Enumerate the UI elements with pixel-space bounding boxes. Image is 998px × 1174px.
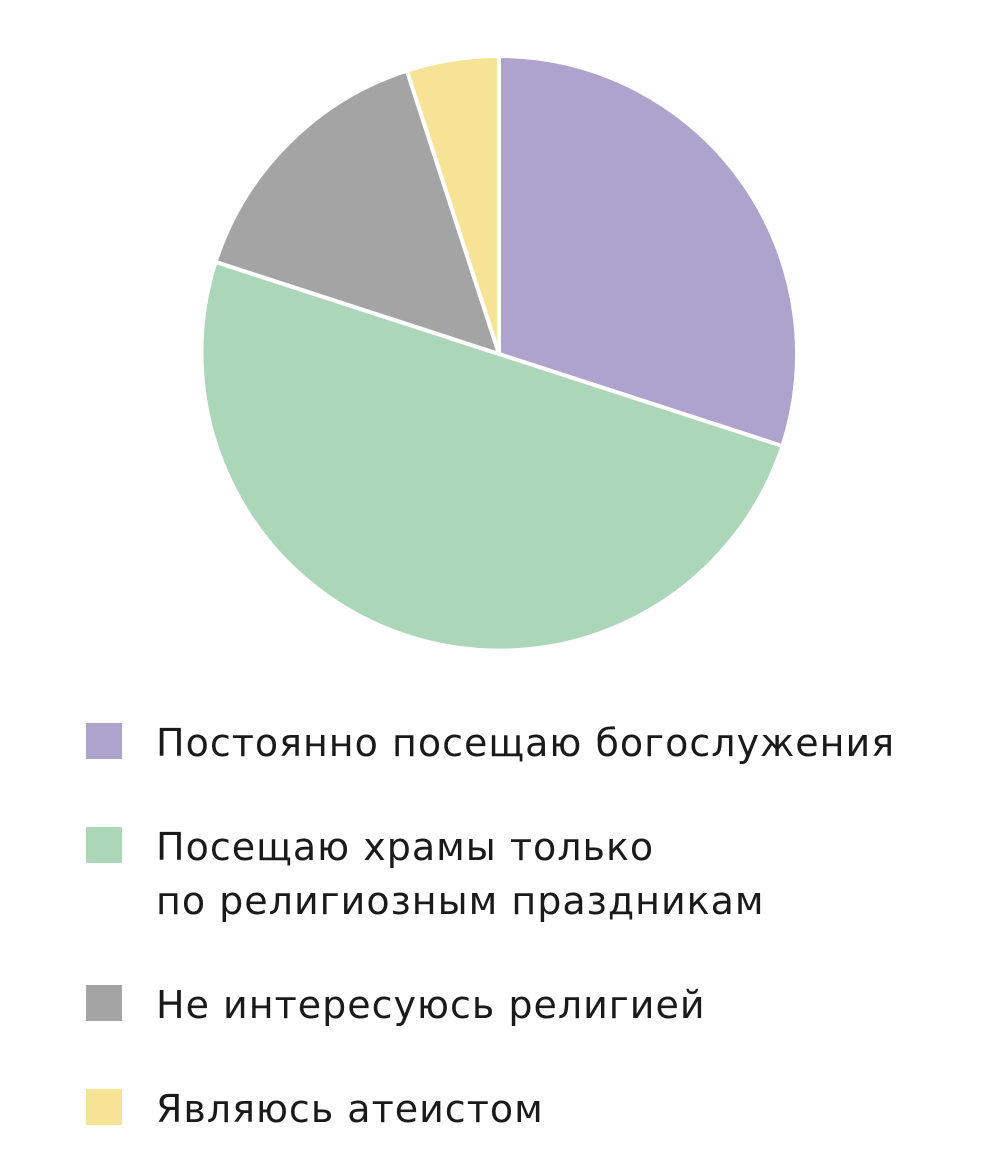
legend-swatch bbox=[86, 723, 122, 759]
slice-regular-attendance bbox=[497, 54, 799, 449]
slice-holidays-only bbox=[199, 259, 785, 653]
legend-swatch bbox=[86, 985, 122, 1021]
slice-atheist bbox=[404, 54, 501, 356]
legend-label: Постоянно посещаю богослужения bbox=[156, 721, 896, 765]
legend-label: Не интересуюсь религией bbox=[156, 983, 706, 1027]
legend-item-not-interested: Не интересуюсь религией bbox=[86, 978, 966, 1032]
legend-swatch bbox=[86, 1089, 122, 1125]
pie-chart bbox=[199, 54, 799, 653]
legend-item-atheist: Являюсь атеистом bbox=[86, 1082, 966, 1136]
legend-item-regular-attendance: Постоянно посещаю богослужения bbox=[86, 716, 966, 770]
legend-label: Являюсь атеистом bbox=[156, 1087, 544, 1131]
legend-item-holidays-only: Посещаю храмы только по религиозным праз… bbox=[86, 820, 966, 928]
legend: Постоянно посещаю богослужения Посещаю х… bbox=[86, 716, 966, 1136]
legend-label: Посещаю храмы только по религиозным праз… bbox=[156, 825, 765, 923]
legend-swatch bbox=[86, 827, 122, 863]
